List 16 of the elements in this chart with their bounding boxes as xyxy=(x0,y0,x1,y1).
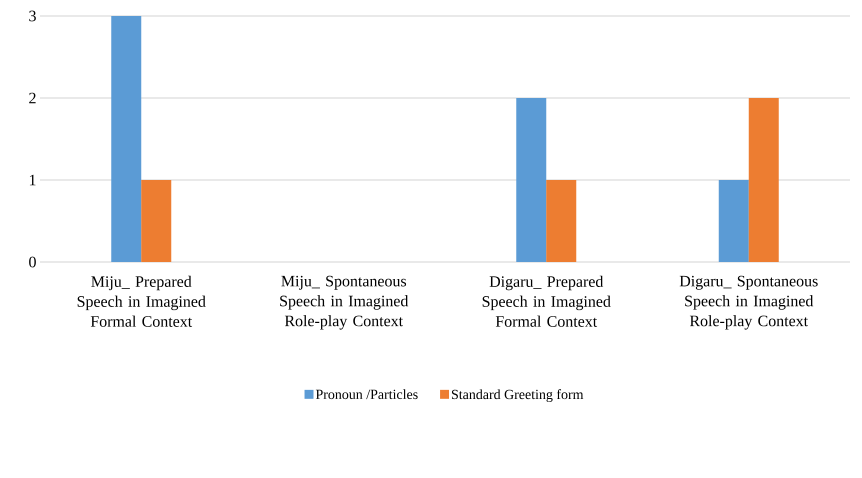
legend-label: Pronoun /Particles xyxy=(316,389,418,400)
bar xyxy=(111,16,142,262)
bar xyxy=(748,98,779,262)
legend-label: Standard Greeting form xyxy=(452,389,584,402)
bar xyxy=(546,180,576,262)
x-tick-label: Digaru_ Spontaneous Speech in Imagined Role-play Context xyxy=(680,276,818,330)
bar xyxy=(516,98,546,262)
x-tick-label: Miju_ Spontaneous Speech in Imagined Role-play Context xyxy=(280,276,408,330)
y-tick-label: 3 xyxy=(29,10,36,22)
x-tick-label: Miju_ Prepared Speech in Imagined Formal Context xyxy=(78,276,206,327)
y-tick-label: 0 xyxy=(29,256,36,268)
y-tick-label: 2 xyxy=(29,92,36,104)
bar xyxy=(141,180,172,262)
bar xyxy=(718,180,749,262)
y-tick-label: 1 xyxy=(30,174,36,186)
x-tick-label: Digaru_ Prepared Speech in Imagined Formal Context xyxy=(482,276,611,327)
